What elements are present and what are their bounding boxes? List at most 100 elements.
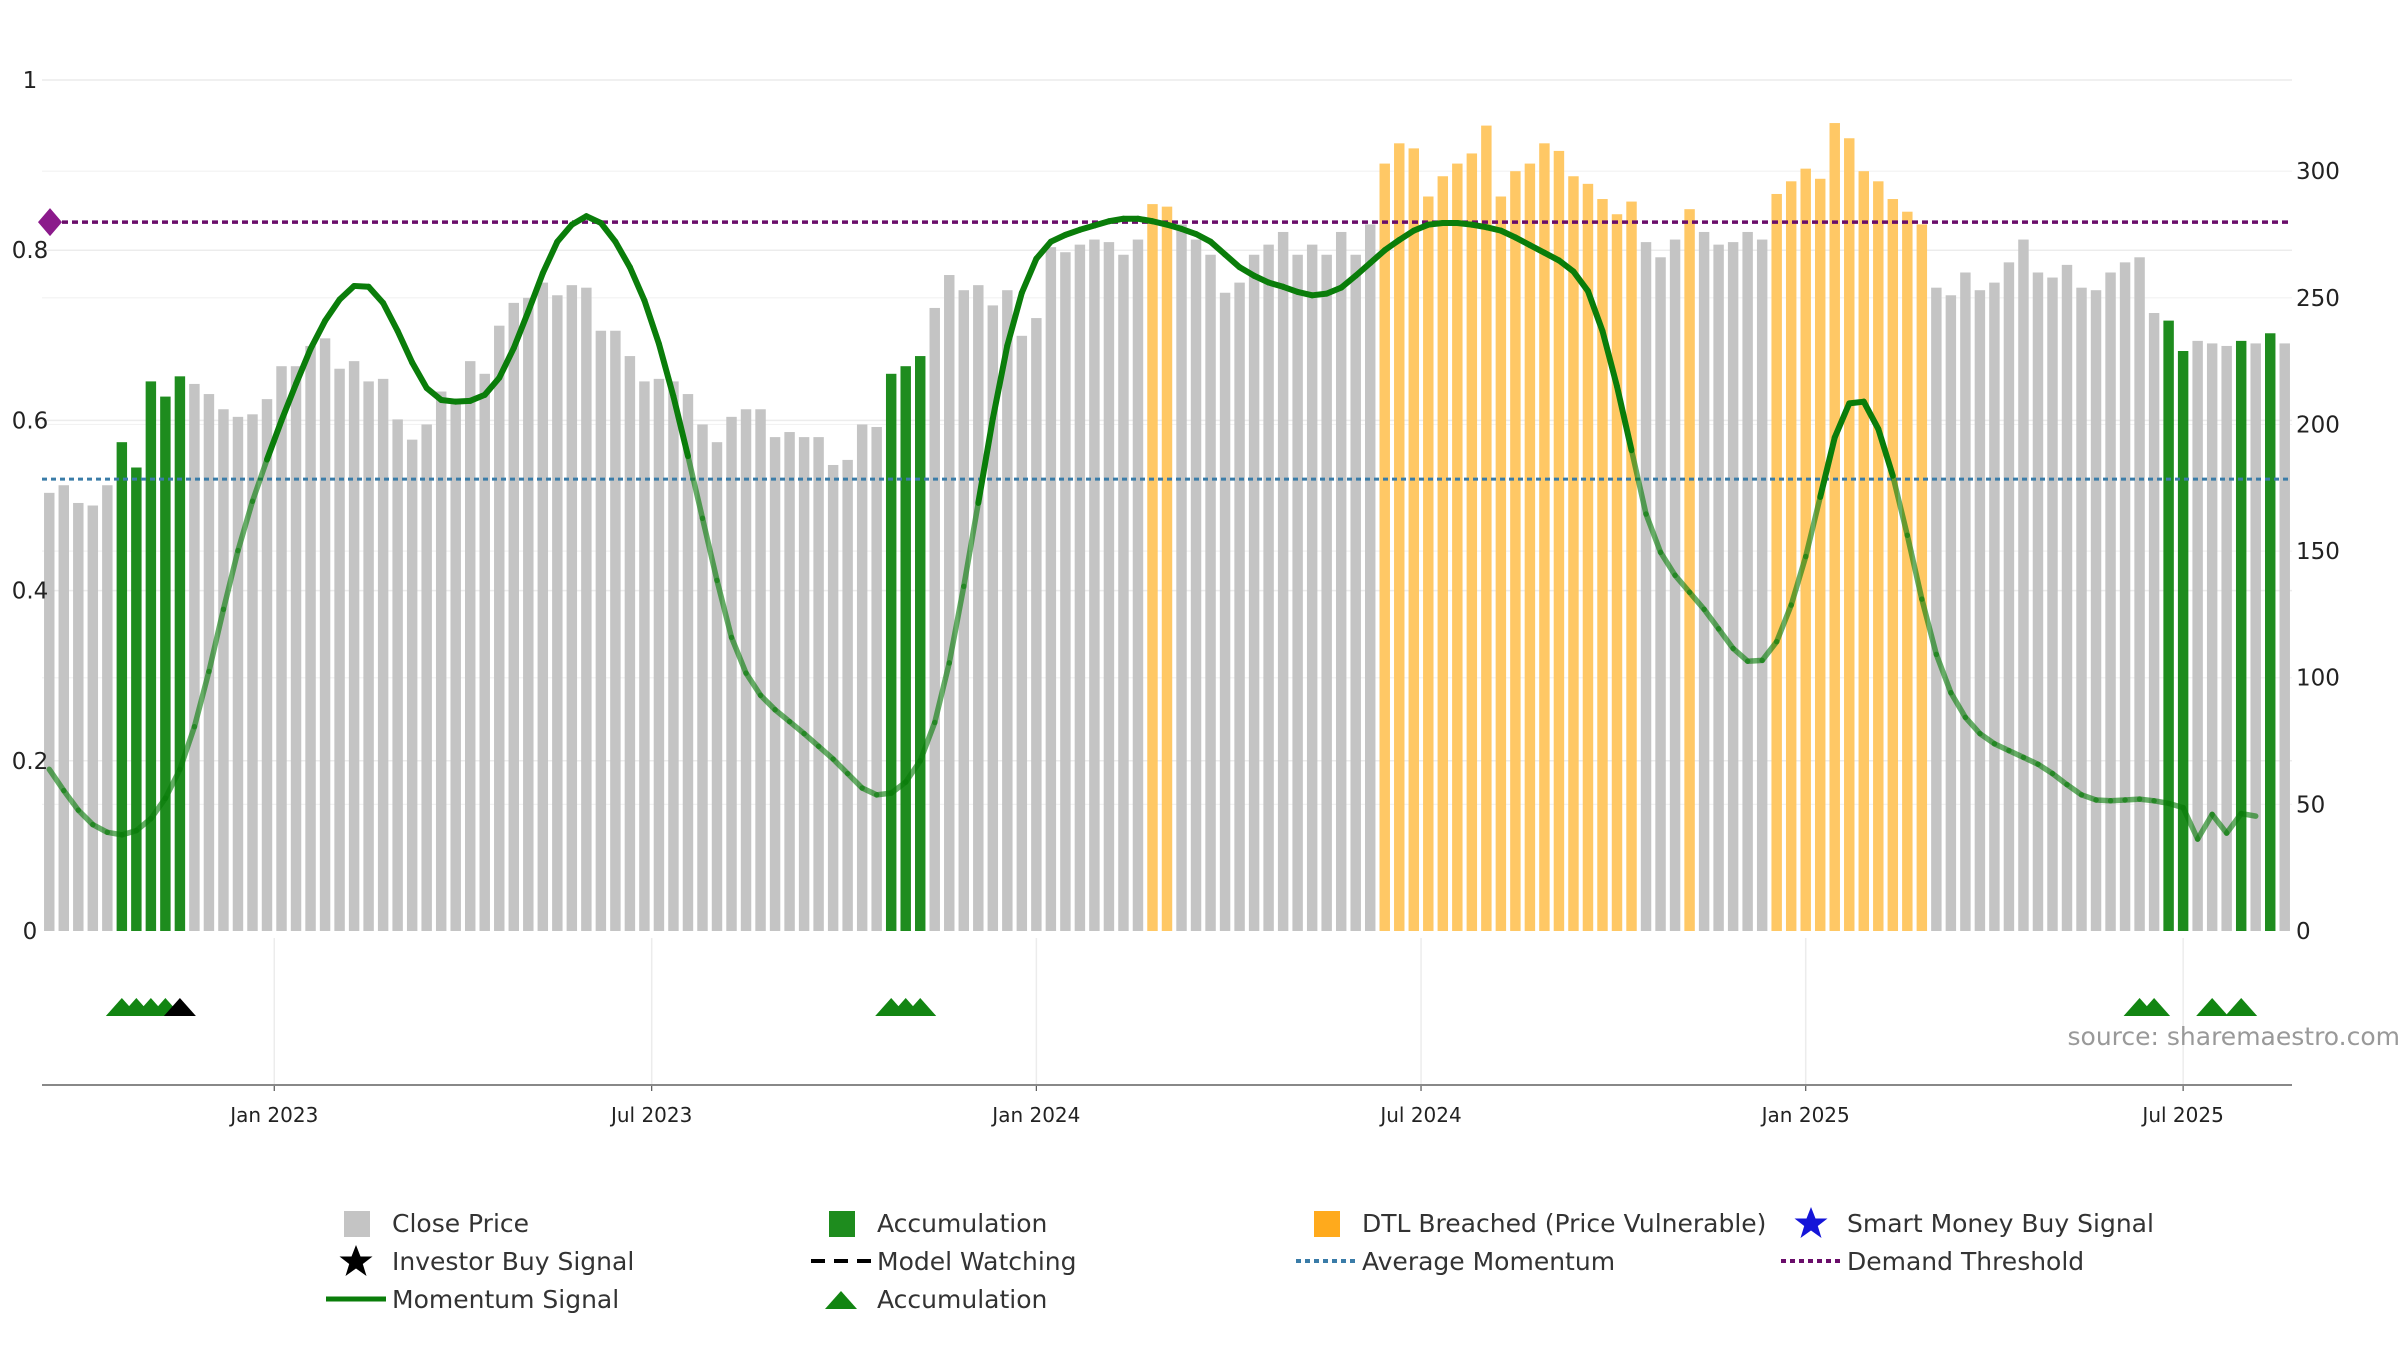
legend-label: Average Momentum: [1362, 1246, 1616, 1276]
investor-buy-triangle: [163, 998, 196, 1016]
close-price-bar: [218, 409, 229, 931]
momentum-segment: [1715, 626, 1736, 652]
close-price-bar: [1713, 244, 1724, 931]
accumulation-bar: [2163, 320, 2174, 931]
close-price-bar: [784, 432, 795, 931]
legend-item: Average Momentum: [1290, 1243, 1615, 1279]
right-axis-tick: 100: [2296, 666, 2340, 692]
close-price-bar: [537, 282, 549, 932]
dtl-breached-bar: [1611, 214, 1623, 932]
momentum-segment: [2223, 810, 2244, 836]
momentum-segment: [191, 668, 212, 730]
dtl-breached-bar: [1844, 138, 1855, 931]
momentum-signal: [46, 213, 2259, 842]
legend-item: Model Watching: [805, 1243, 1077, 1279]
dot-blue-icon: [1290, 1243, 1362, 1279]
momentum-segment: [75, 807, 96, 828]
momentum-segment: [670, 393, 691, 460]
momentum-segment: [1614, 383, 1635, 454]
close-price-bar: [1640, 242, 1652, 932]
close-price-bar: [1089, 239, 1100, 931]
close-price-bar: [2061, 264, 2073, 931]
momentum-segment: [1759, 638, 1780, 664]
close-price-bar: [1306, 244, 1318, 931]
close-price-bar: [261, 399, 273, 931]
momentum-segment: [961, 500, 982, 590]
close-price-bar: [2148, 313, 2160, 931]
momentum-segment: [293, 345, 314, 387]
close-price-bar: [1974, 290, 1986, 931]
close-price-bar: [1350, 254, 1361, 932]
demand-threshold-marker: [38, 208, 62, 237]
close-price-bar: [755, 409, 766, 931]
close-price-bar: [2076, 287, 2087, 931]
close-price-bar: [406, 439, 418, 931]
momentum-segment: [1338, 272, 1359, 291]
accumulation-bar: [174, 376, 186, 932]
momentum-segment: [1890, 472, 1911, 539]
accumulation-bar: [131, 467, 142, 931]
close-price-bar: [290, 366, 302, 931]
momentum-segment: [1948, 689, 1969, 721]
momentum-segment: [61, 787, 82, 813]
close-price-bar: [1727, 242, 1739, 932]
momentum-segment: [525, 270, 546, 315]
momentum-segment: [235, 498, 256, 554]
legend-item: Accumulation: [805, 1205, 1047, 1241]
close-price-bar: [1031, 318, 1042, 931]
legend-item: Accumulation: [805, 1281, 1047, 1317]
close-price-bar: [566, 285, 578, 931]
momentum-segment: [728, 634, 749, 676]
close-price-bar: [523, 297, 534, 931]
dtl-breached-bar: [1858, 171, 1869, 931]
momentum-segment: [148, 795, 169, 822]
close-price-bar: [1219, 292, 1231, 931]
legend-label: Demand Threshold: [1847, 1246, 2085, 1276]
close-price-bar: [958, 290, 969, 931]
left-axis-tick: 0: [23, 919, 38, 945]
square-orange-icon: [1290, 1205, 1362, 1241]
x-axis-tick: Jul 2025: [2140, 1103, 2223, 1127]
close-price-bar: [1321, 254, 1332, 932]
close-price-bar: [581, 287, 592, 931]
dtl-breached-bar: [1582, 183, 1594, 931]
momentum-segment: [1672, 572, 1693, 596]
close-price-bar: [1742, 231, 1753, 931]
momentum-segment: [554, 221, 575, 245]
momentum-segment: [612, 238, 633, 271]
signal-markers: [105, 998, 2258, 1016]
close-price-bar: [1365, 224, 1376, 931]
close-price-bar: [871, 426, 882, 931]
momentum-segment: [2209, 811, 2230, 836]
close-price-bar: [1945, 295, 1957, 932]
momentum-segment: [220, 547, 241, 613]
momentum-segment: [1773, 602, 1794, 645]
accumulation-bar: [145, 381, 157, 931]
momentum-segment: [307, 317, 329, 352]
momentum-segment: [539, 238, 561, 277]
close-price-bar: [1016, 335, 1028, 932]
momentum-segment: [1875, 425, 1896, 479]
star-blue-icon: [1775, 1205, 1847, 1241]
close-price-bar: [929, 307, 940, 932]
momentum-segment: [757, 692, 778, 713]
dtl-breached-bar: [1829, 123, 1840, 932]
momentum-segment: [1962, 714, 1983, 737]
close-price-bar: [508, 302, 519, 931]
close-price-bar: [595, 330, 607, 931]
close-price-bar: [435, 391, 447, 931]
momentum-segment: [1730, 645, 1751, 664]
close-price-bar: [1989, 282, 2000, 932]
momentum-segment: [902, 758, 923, 785]
momentum-segment: [510, 308, 532, 352]
close-price-bar: [1248, 254, 1260, 932]
close-price-bar: [2105, 272, 2116, 931]
close-price-bar: [2090, 290, 2102, 931]
accumulation-bar: [160, 396, 171, 931]
accumulation-triangle: [2196, 998, 2229, 1016]
right-axis-tick: 150: [2296, 539, 2340, 565]
momentum-segment: [133, 815, 154, 834]
close-price-bar: [2192, 340, 2203, 931]
dtl-breached-bar: [1466, 153, 1478, 931]
close-price-bar: [552, 295, 563, 932]
